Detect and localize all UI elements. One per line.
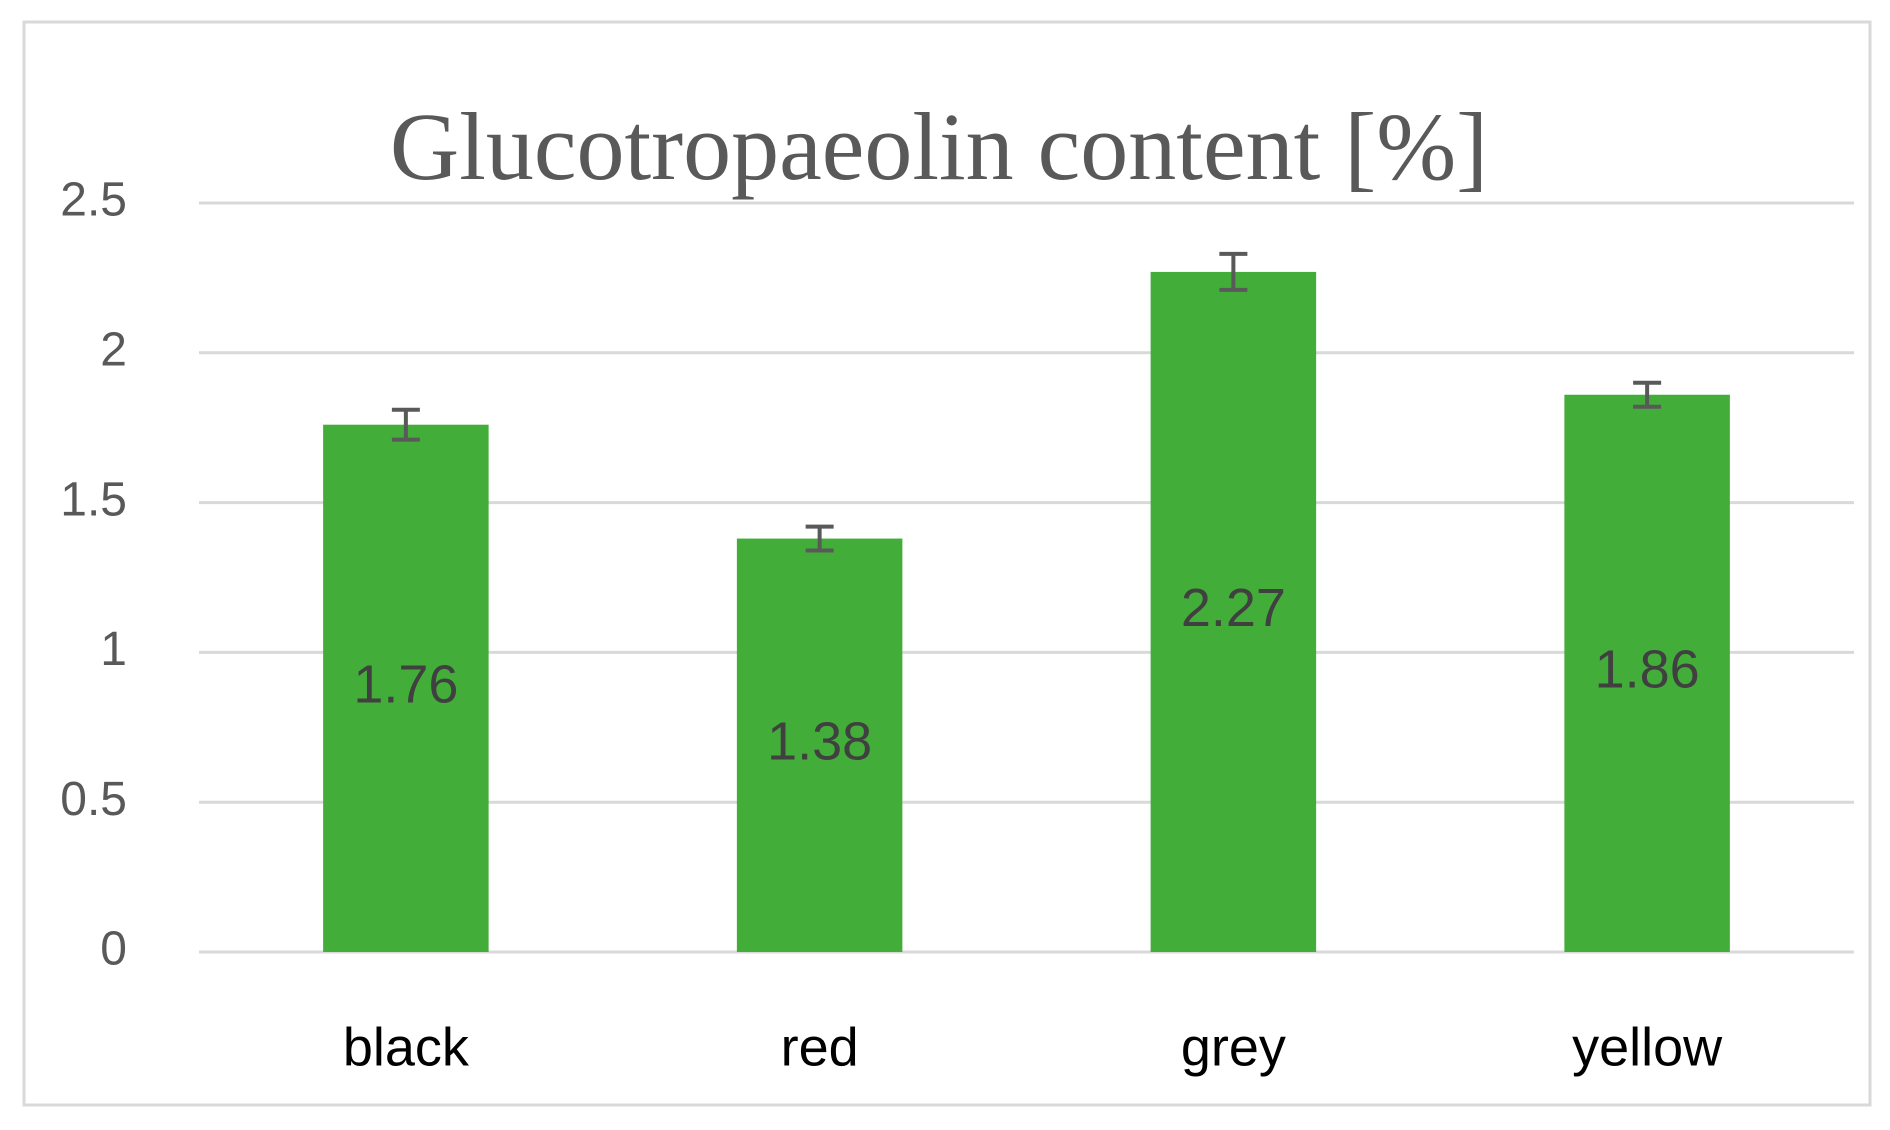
data-label: 1.76 bbox=[353, 655, 458, 715]
error-bar bbox=[391, 407, 420, 442]
y-tick-label: 2 bbox=[100, 323, 127, 376]
chart-title: Glucotropaeolin content [%] bbox=[390, 93, 1488, 200]
x-tick-label: black bbox=[343, 1017, 470, 1077]
bar bbox=[1564, 394, 1730, 952]
error-bar bbox=[805, 524, 834, 553]
bar bbox=[1150, 271, 1317, 953]
bar bbox=[736, 538, 903, 952]
error-bar bbox=[1633, 380, 1662, 409]
error-bar bbox=[1219, 251, 1248, 292]
x-tick-label: grey bbox=[1181, 1017, 1286, 1077]
bar bbox=[323, 424, 489, 953]
y-tick-label: 0 bbox=[100, 923, 127, 976]
y-tick-label: 1.5 bbox=[60, 473, 127, 526]
y-tick-label: 2.5 bbox=[60, 174, 127, 227]
data-label: 1.38 bbox=[767, 712, 872, 772]
x-tick-label: red bbox=[781, 1017, 859, 1077]
y-tick-label: 1 bbox=[100, 623, 127, 676]
data-label: 2.27 bbox=[1181, 578, 1286, 638]
y-tick-label: 0.5 bbox=[60, 773, 127, 826]
x-tick-label: yellow bbox=[1572, 1017, 1723, 1077]
data-label: 1.86 bbox=[1595, 640, 1700, 700]
